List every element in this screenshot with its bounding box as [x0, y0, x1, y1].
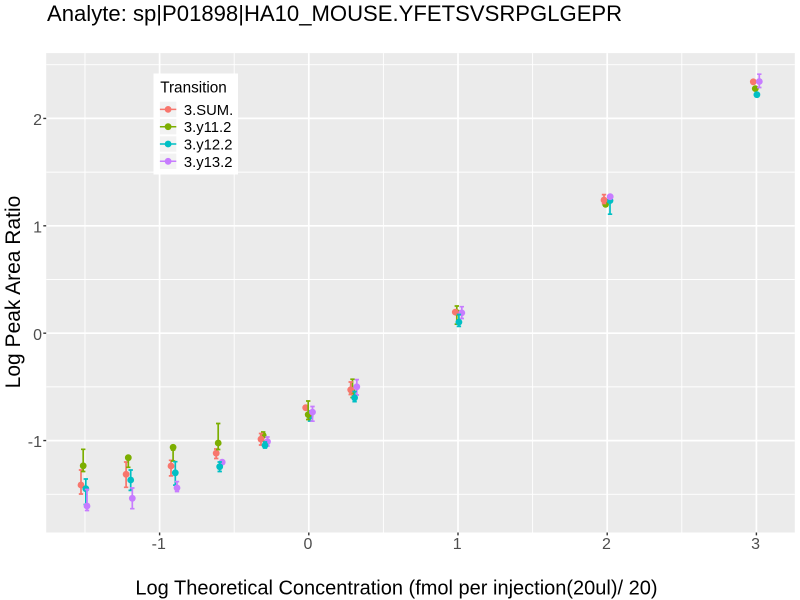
svg-text:1: 1	[33, 219, 42, 236]
svg-text:0: 0	[33, 327, 42, 344]
svg-text:-1: -1	[152, 536, 166, 553]
svg-text:3: 3	[751, 536, 760, 553]
svg-text:0: 0	[304, 536, 313, 553]
svg-text:3.y12.2: 3.y12.2	[184, 138, 233, 154]
svg-text:3.y11.2: 3.y11.2	[184, 120, 231, 136]
svg-text:Log Peak Area Ratio: Log Peak Area Ratio	[2, 196, 25, 389]
svg-text:Transition: Transition	[160, 80, 227, 97]
svg-text:2: 2	[33, 112, 42, 129]
svg-text:Log Theoretical Concentration: Log Theoretical Concentration (fmol per …	[135, 578, 657, 600]
svg-text:Analyte: sp|P01898|HA10_MOUSE.: Analyte: sp|P01898|HA10_MOUSE.YFETSVSRPG…	[47, 1, 622, 26]
svg-text:-1: -1	[28, 434, 42, 451]
svg-text:3.y13.2: 3.y13.2	[184, 155, 233, 171]
svg-text:1: 1	[453, 536, 462, 553]
svg-text:3.SUM.: 3.SUM.	[184, 103, 233, 119]
svg-text:2: 2	[602, 536, 611, 553]
